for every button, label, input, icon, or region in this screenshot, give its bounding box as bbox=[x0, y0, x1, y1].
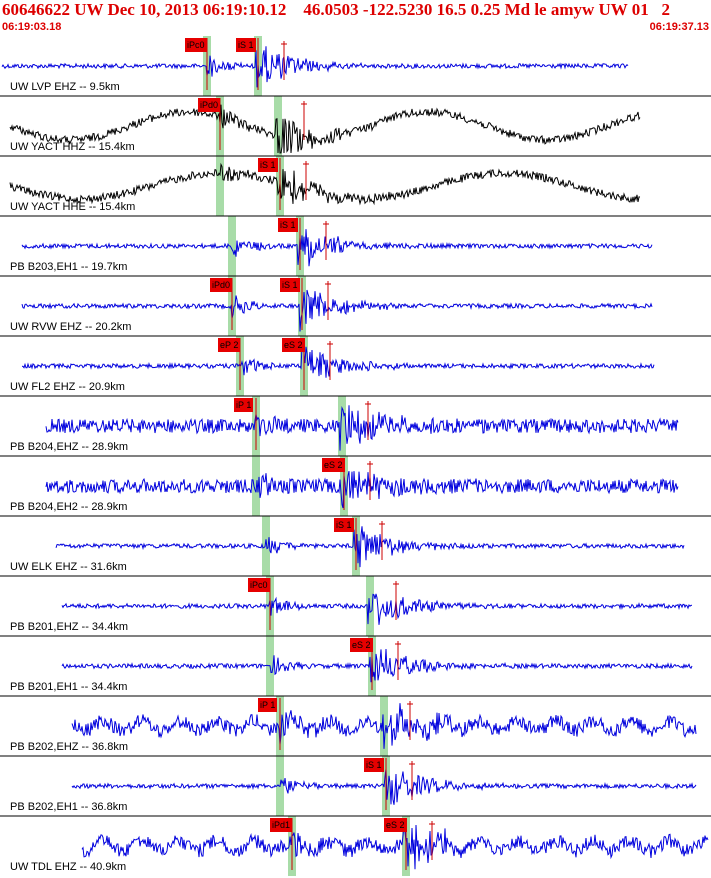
waveform-trace bbox=[61, 648, 693, 683]
pick-label[interactable]: eP 2 bbox=[218, 338, 241, 352]
channel-label: UW TDL EHZ -- 40.9km bbox=[10, 861, 127, 873]
pick-label[interactable]: iPc0 bbox=[248, 578, 270, 592]
channel-label: PB B201,EHZ -- 34.4km bbox=[10, 621, 128, 633]
pick-label[interactable]: iP 1 bbox=[258, 698, 278, 712]
waveform-trace bbox=[45, 470, 679, 509]
pick-label[interactable]: iPc0 bbox=[185, 38, 207, 52]
p-pick-band bbox=[216, 156, 224, 216]
waveform-trace bbox=[55, 526, 685, 568]
channel-label: PB B201,EH1 -- 34.4km bbox=[10, 681, 128, 693]
channel-label: PB B204,EHZ -- 28.9km bbox=[10, 441, 128, 453]
pick-label[interactable]: iS 1 bbox=[258, 158, 278, 172]
channel-label: UW YACT HHZ -- 15.4km bbox=[10, 141, 135, 153]
waveform-trace bbox=[81, 824, 709, 870]
waveform-trace bbox=[45, 405, 679, 451]
channel-label: UW ELK EHZ -- 31.6km bbox=[10, 561, 127, 573]
channel-label: PB B203,EH1 -- 19.7km bbox=[10, 261, 128, 273]
window-end-time: 06:19:37.13 bbox=[649, 21, 709, 33]
pick-label[interactable]: iS 1 bbox=[236, 38, 256, 52]
pick-label[interactable]: iS 1 bbox=[280, 278, 300, 292]
p-pick-band bbox=[252, 456, 260, 516]
p-pick-band bbox=[262, 516, 270, 576]
pick-label[interactable]: iPd1 bbox=[270, 818, 293, 832]
pick-label[interactable]: iPd0 bbox=[198, 98, 221, 112]
s-pick-band bbox=[338, 396, 346, 456]
pick-label[interactable]: eS 2 bbox=[384, 818, 407, 832]
channel-label: PB B204,EH2 -- 28.9km bbox=[10, 501, 128, 513]
seismogram-panel bbox=[0, 36, 711, 876]
event-title: 60646622 UW Dec 10, 2013 06:19:10.12 46.… bbox=[2, 0, 670, 19]
waveform-trace bbox=[71, 703, 697, 749]
channel-label: PB B202,EHZ -- 36.8km bbox=[10, 741, 128, 753]
waveform-trace bbox=[21, 289, 653, 332]
channel-label: UW LVP EHZ -- 9.5km bbox=[10, 81, 120, 93]
waveform-trace bbox=[61, 593, 693, 625]
s-pick-band bbox=[380, 696, 388, 756]
pick-label[interactable]: iPd0 bbox=[210, 278, 233, 292]
window-start-time: 06:19:03.18 bbox=[2, 21, 62, 33]
pick-label[interactable]: eS 2 bbox=[350, 638, 373, 652]
record-header: 60646622 UW Dec 10, 2013 06:19:10.12 46.… bbox=[0, 0, 711, 36]
pick-label[interactable]: iS 1 bbox=[364, 758, 384, 772]
waveform-trace bbox=[71, 768, 697, 805]
pick-label[interactable]: eS 2 bbox=[322, 458, 345, 472]
pick-label[interactable]: iP 1 bbox=[234, 398, 254, 412]
waveform-trace bbox=[9, 104, 641, 154]
pick-label[interactable]: iS 1 bbox=[334, 518, 354, 532]
pick-label[interactable]: iS 1 bbox=[278, 218, 298, 232]
pick-label[interactable]: eS 2 bbox=[282, 338, 305, 352]
waveform-trace bbox=[1, 46, 629, 88]
channel-label: UW RVW EHZ -- 20.2km bbox=[10, 321, 132, 333]
channel-label: UW YACT HHE -- 15.4km bbox=[10, 201, 136, 213]
waveform-trace bbox=[21, 343, 655, 378]
channel-label: UW FL2 EHZ -- 20.9km bbox=[10, 381, 125, 393]
s-pick-band bbox=[274, 96, 282, 156]
channel-label: PB B202,EH1 -- 36.8km bbox=[10, 801, 128, 813]
waveform-trace bbox=[9, 162, 641, 206]
waveform-trace bbox=[21, 229, 653, 267]
p-pick-band bbox=[228, 216, 236, 276]
